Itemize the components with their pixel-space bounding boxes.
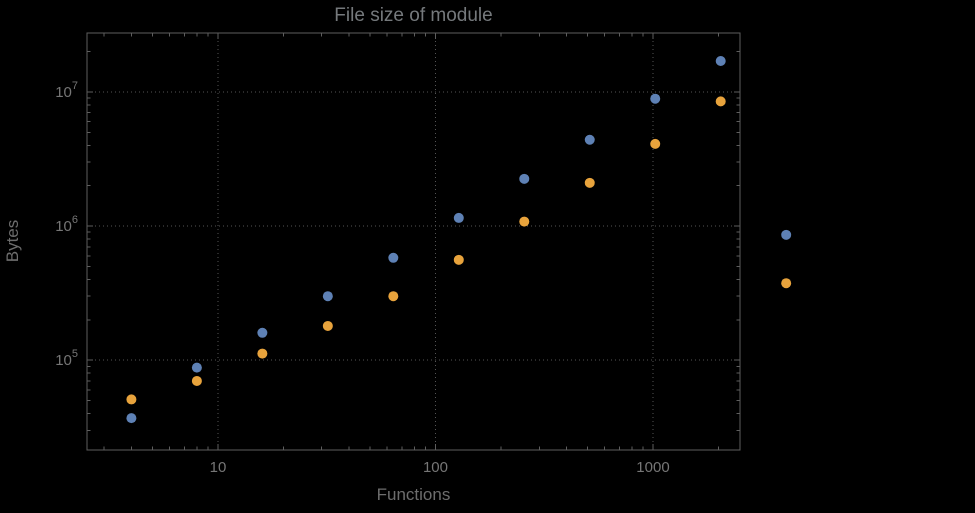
data-point-blue-series — [781, 229, 792, 240]
data-point-blue-series — [322, 291, 333, 302]
data-point-orange-series — [126, 394, 137, 405]
data-point-orange-series — [257, 348, 268, 359]
data-point-orange-series — [519, 216, 530, 227]
data-point-orange-series — [388, 291, 399, 302]
data-point-orange-series — [191, 375, 202, 386]
data-point-blue-series — [126, 413, 137, 424]
data-point-blue-series — [453, 212, 464, 223]
x-tick-label: 100 — [423, 459, 448, 476]
plot-frame — [86, 32, 741, 451]
y-tick-label: 105 — [55, 348, 78, 369]
data-point-blue-series — [519, 173, 530, 184]
data-point-orange-series — [584, 177, 595, 188]
data-point-orange-series — [650, 138, 661, 149]
y-tick-label: 107 — [55, 80, 78, 101]
data-point-orange-series — [322, 320, 333, 331]
chart-title: File size of module — [334, 5, 493, 26]
y-tick-label: 106 — [55, 214, 78, 235]
data-point-blue-series — [388, 252, 399, 263]
data-point-orange-series — [781, 278, 792, 289]
data-point-blue-series — [584, 134, 595, 145]
x-axis-label: Functions — [376, 485, 451, 504]
data-point-blue-series — [715, 56, 726, 67]
data-point-blue-series — [650, 93, 661, 104]
data-point-blue-series — [257, 327, 268, 338]
data-point-blue-series — [191, 362, 202, 373]
data-point-orange-series — [453, 254, 464, 265]
data-point-orange-series — [715, 96, 726, 107]
x-tick-label: 1000 — [636, 459, 669, 476]
x-tick-label: 10 — [210, 459, 227, 476]
